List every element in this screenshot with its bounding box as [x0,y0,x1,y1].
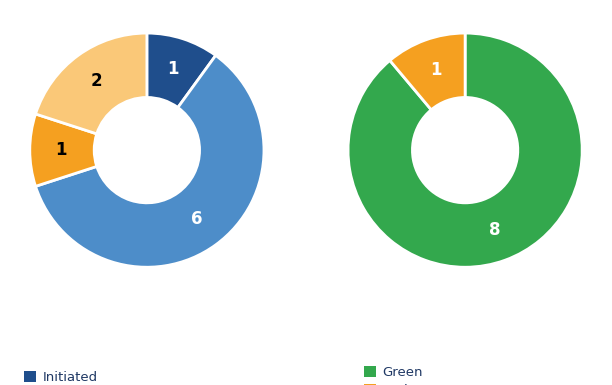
Text: 1: 1 [430,61,442,79]
Legend: Initiated, Delivery, Postponed, Closed—completed, Closed—merged, Closed—terminat: Initiated, Delivery, Postponed, Closed—c… [24,371,174,385]
Text: 1: 1 [56,141,67,159]
Wedge shape [35,33,147,134]
Text: 8: 8 [488,221,500,239]
Wedge shape [35,55,264,267]
Legend: Green, Amber: Green, Amber [364,366,427,385]
Wedge shape [348,33,582,267]
Text: 6: 6 [192,210,203,228]
Text: 1: 1 [168,60,179,78]
Wedge shape [390,33,465,110]
Wedge shape [147,33,215,107]
Text: 2: 2 [91,72,102,90]
Wedge shape [30,114,97,186]
